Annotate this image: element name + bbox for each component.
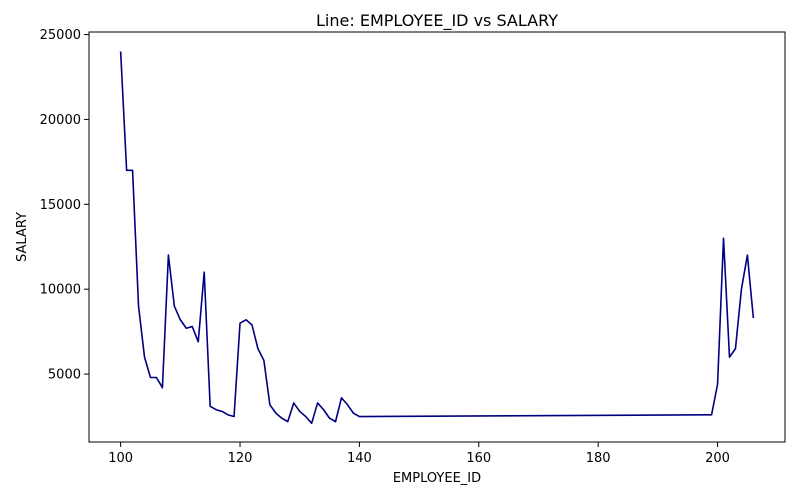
- y-axis-ticks: 5000 10000 15000 20000 25000: [40, 28, 89, 383]
- plot-frame: [88, 31, 786, 443]
- y-tick-label: 15000: [40, 198, 81, 213]
- plot-area: [89, 32, 785, 442]
- y-tick-label: 20000: [40, 113, 81, 128]
- x-tick-label: 120: [228, 451, 253, 466]
- y-tick-label: 5000: [48, 368, 81, 383]
- x-tick-label: 140: [347, 451, 372, 466]
- chart-title: Line: EMPLOYEE_ID vs SALARY: [316, 11, 558, 31]
- y-tick-label: 10000: [40, 283, 81, 298]
- x-tick-label: 200: [705, 451, 730, 466]
- x-axis-label: EMPLOYEE_ID: [393, 471, 481, 486]
- x-tick-label: 160: [466, 451, 491, 466]
- series-line: [119, 51, 755, 425]
- x-axis-ticks: 100 120 140 160 180 200: [108, 442, 730, 466]
- y-axis-label: SALARY: [15, 212, 30, 262]
- x-tick-label: 100: [108, 451, 133, 466]
- x-tick-label: 180: [586, 451, 611, 466]
- y-tick-label: 25000: [40, 28, 81, 43]
